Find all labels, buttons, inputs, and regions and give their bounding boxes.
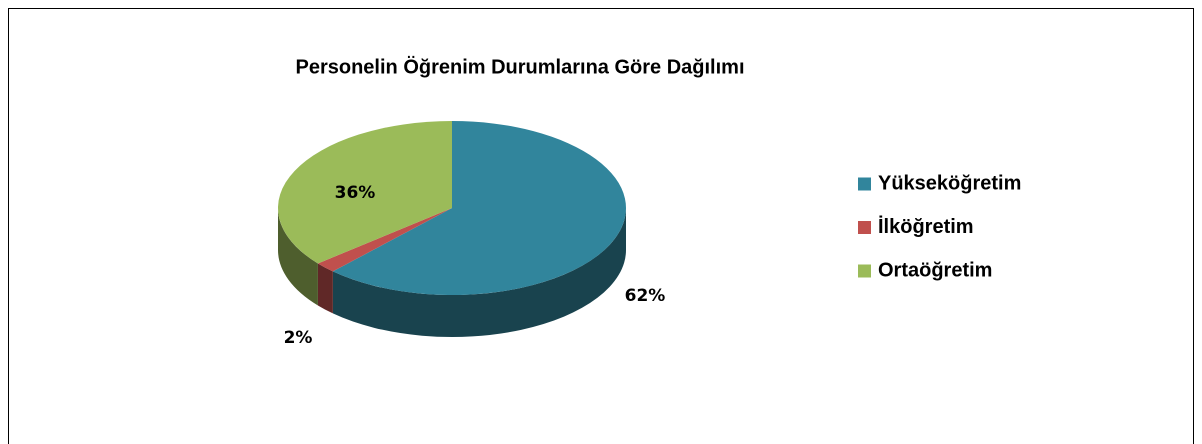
data-label: 2% xyxy=(284,328,313,348)
legend-swatch xyxy=(858,264,871,278)
legend-label: İlköğretim xyxy=(878,215,974,238)
pie-side xyxy=(317,263,333,314)
chart-title: Personelin Öğrenim Durumlarına Göre Dağı… xyxy=(296,55,745,78)
pie-slice xyxy=(317,208,452,272)
legend-swatch xyxy=(858,177,871,191)
legend-swatch xyxy=(858,221,871,234)
data-label: 36% xyxy=(335,183,376,203)
data-label: 62% xyxy=(625,286,666,306)
pie-slice xyxy=(277,121,452,264)
pie-side xyxy=(278,208,318,306)
pie-side xyxy=(332,208,626,337)
pie-slice xyxy=(332,121,626,295)
legend-label: Yükseköğretim xyxy=(878,172,1021,194)
legend-label: Ortaöğretim xyxy=(878,259,992,281)
